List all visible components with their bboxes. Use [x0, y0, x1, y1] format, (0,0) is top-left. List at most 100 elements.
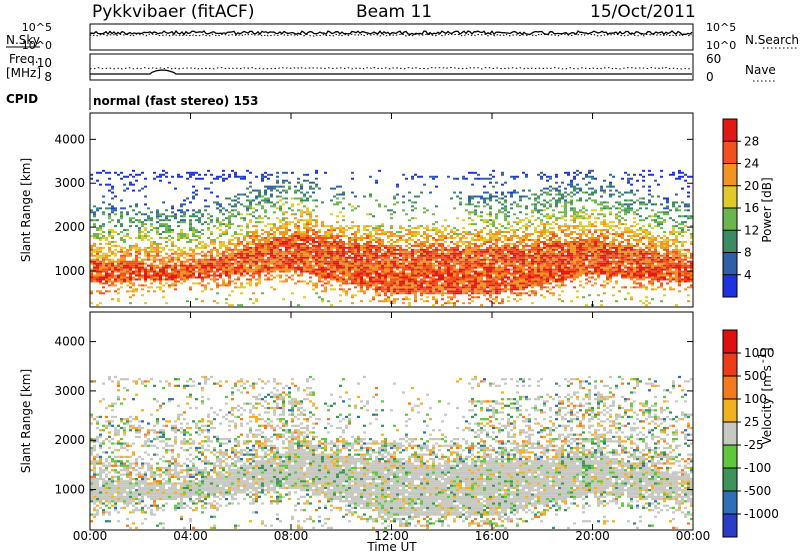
power-cell: [288, 187, 291, 190]
power-cell: [540, 286, 543, 289]
power-cell: [93, 219, 96, 222]
power-cell: [408, 298, 411, 301]
power-cell: [258, 282, 261, 285]
power-cell: [108, 231, 111, 234]
power-cell: [438, 252, 441, 255]
power-cell: [318, 276, 321, 279]
power-cell: [558, 298, 561, 301]
power-cell: [477, 280, 480, 283]
power-cell: [144, 278, 147, 281]
power-cell: [282, 260, 285, 263]
power-cell: [495, 244, 498, 247]
power-cell: [570, 244, 573, 247]
power-cell: [519, 195, 522, 198]
power-cell: [402, 282, 405, 285]
power-cell: [519, 236, 522, 239]
power-cell: [378, 238, 381, 241]
power-cell: [138, 270, 141, 273]
power-cell: [90, 248, 93, 251]
power-cell: [486, 270, 489, 273]
power-cell: [513, 268, 516, 271]
power-cell: [120, 258, 123, 261]
power-cell: [315, 244, 318, 247]
power-cell: [489, 195, 492, 198]
power-cell: [294, 256, 297, 259]
power-cell: [558, 268, 561, 271]
power-cell: [453, 191, 456, 194]
power-cell: [192, 229, 195, 232]
power-cell: [246, 213, 249, 216]
power-cell: [570, 203, 573, 206]
power-cell: [534, 292, 537, 295]
power-cell: [294, 213, 297, 216]
power-cell: [429, 246, 432, 249]
power-cell: [219, 258, 222, 261]
power-cell: [141, 262, 144, 265]
power-cell: [261, 179, 264, 182]
power-cell: [564, 268, 567, 271]
power-cell: [243, 235, 246, 237]
power-cell: [114, 171, 117, 174]
power-cell: [270, 250, 273, 253]
power-cell: [381, 278, 384, 281]
power-cell: [411, 290, 414, 293]
power-cell: [237, 252, 240, 255]
power-cell: [468, 246, 471, 249]
power-cell: [189, 229, 192, 232]
power-cell: [351, 209, 354, 212]
power-cell: [183, 270, 186, 273]
power-cell: [93, 235, 96, 237]
power-cell: [375, 179, 378, 182]
power-cell: [531, 278, 534, 281]
power-cell: [444, 270, 447, 273]
power-cell: [231, 248, 234, 251]
power-cell: [495, 256, 498, 259]
power-cell: [522, 274, 525, 277]
power-cell: [174, 288, 177, 291]
power-cell: [105, 264, 108, 267]
power-cell: [399, 248, 402, 251]
power-cell: [474, 223, 477, 226]
power-cell: [453, 256, 456, 259]
power-cell: [510, 256, 513, 259]
power-cell: [216, 282, 219, 285]
power-cell: [207, 260, 210, 263]
power-cell: [207, 258, 210, 261]
power-cell: [195, 193, 198, 196]
power-cell: [480, 197, 483, 200]
power-cell: [405, 268, 408, 271]
power-cell: [483, 258, 486, 261]
power-cell: [375, 294, 378, 297]
power-cell: [342, 290, 345, 293]
power-cell: [390, 290, 393, 293]
power-cell: [540, 213, 543, 216]
power-cell: [543, 256, 546, 259]
power-cell: [525, 252, 528, 255]
power-cell: [225, 302, 228, 305]
power-cell: [468, 233, 471, 236]
power-cell: [390, 266, 393, 269]
power-cell: [111, 250, 114, 253]
power-cell: [279, 240, 282, 243]
power-cell: [177, 175, 180, 178]
power-cell: [210, 274, 213, 277]
power-cell: [282, 280, 285, 283]
power-cell: [174, 217, 177, 220]
power-cell: [489, 262, 492, 265]
power-cell: [429, 266, 432, 269]
power-cell: [441, 236, 444, 239]
power-cell: [468, 290, 471, 293]
power-cell: [99, 266, 102, 269]
power-cell: [378, 233, 381, 236]
power-cell: [108, 233, 111, 236]
power-cell: [513, 278, 516, 281]
power-cell: [222, 240, 225, 243]
power-cell: [408, 191, 411, 194]
power-cell: [240, 284, 243, 287]
power-cell: [99, 238, 102, 241]
power-cell: [516, 288, 519, 291]
power-cell: [393, 290, 396, 293]
power-cell: [120, 270, 123, 273]
power-cell: [351, 191, 354, 194]
power-cell: [285, 256, 288, 259]
